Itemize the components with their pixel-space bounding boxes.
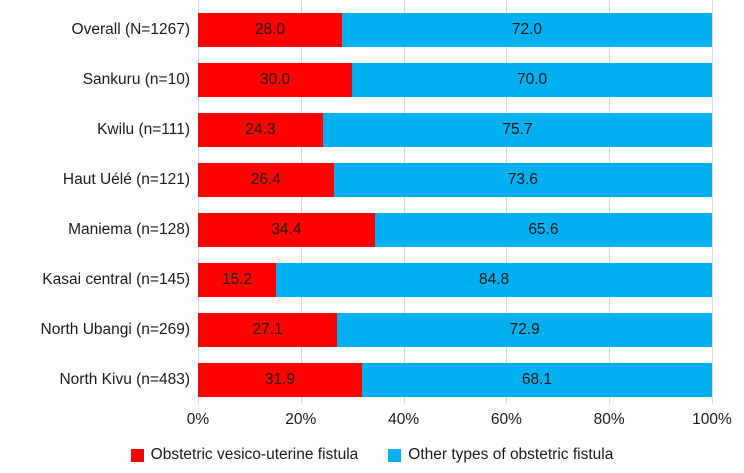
segment-vesico-uterine-fistula: 30.0 <box>198 63 353 97</box>
bar-value-label: 26.4 <box>250 171 281 188</box>
bar-track: 28.0 72.0 <box>198 13 712 47</box>
legend-item-vesico-uterine: Obstetric vesico-uterine fistula <box>130 446 359 464</box>
bar-track: 27.1 72.9 <box>198 313 712 347</box>
category-label: Kasai central (n=145) <box>42 271 190 288</box>
gridline <box>300 0 302 404</box>
gridlines <box>198 0 713 404</box>
segment-other-obstetric-fistula: 68.1 <box>361 363 712 397</box>
gridline <box>198 0 199 404</box>
category-label: Overall (N=1267) <box>71 21 190 38</box>
bar-rows: Overall (N=1267) 28.0 72.0 Sankuru (n=10) 30… <box>0 13 744 397</box>
gridline <box>609 0 611 404</box>
bar-row: Overall (N=1267) 28.0 72.0 <box>0 13 744 47</box>
gridline <box>403 0 405 404</box>
segment-vesico-uterine-fistula: 28.0 <box>198 13 342 47</box>
segment-vesico-uterine-fistula: 27.1 <box>198 313 338 347</box>
bar-row: Sankuru (n=10) 30.0 70.0 <box>0 63 744 97</box>
gridline <box>712 0 713 404</box>
bar-value-label: 15.2 <box>221 271 253 288</box>
category-label: Haut Uélé (n=121) <box>62 171 190 188</box>
segment-vesico-uterine-fistula: 26.4 <box>198 163 334 197</box>
legend: Obstetric vesico-uterine fistula Other t… <box>0 444 744 466</box>
segment-vesico-uterine-fistula: 34.4 <box>198 213 375 247</box>
legend-label-vesico-uterine: Obstetric vesico-uterine fistula <box>150 446 359 463</box>
bar-value-label: 70.0 <box>517 71 548 88</box>
segment-other-obstetric-fistula: 73.6 <box>333 163 712 197</box>
bar-value-label: 68.1 <box>521 371 553 388</box>
bar-row: Maniema (n=128) 34.4 65.6 <box>0 213 744 247</box>
category-label: Maniema (n=128) <box>68 221 190 238</box>
bar-value-label: 27.1 <box>252 321 283 338</box>
segment-other-obstetric-fistula: 72.0 <box>341 13 712 47</box>
bar-value-label: 28.0 <box>254 21 286 38</box>
segment-other-obstetric-fistula: 65.6 <box>374 213 712 247</box>
segment-vesico-uterine-fistula: 24.3 <box>198 113 323 147</box>
legend-label-other-types: Other types of obstetric fistula <box>408 446 614 463</box>
bar-value-label: 31.9 <box>264 371 296 388</box>
bar-value-label: 73.6 <box>507 171 538 188</box>
bar-track: 15.2 84.8 <box>198 263 712 297</box>
bar-row: North Kivu (n=483) 31.9 68.1 <box>0 363 744 397</box>
bar-row: Kwilu (n=111) 24.3 75.7 <box>0 113 744 147</box>
x-axis-tick-label: 0% <box>186 411 210 428</box>
x-axis-tick-label: 100% <box>692 411 732 428</box>
bar-track: 34.4 65.6 <box>198 213 712 247</box>
bar-value-label: 75.7 <box>502 121 533 138</box>
bar-value-label: 72.9 <box>509 321 540 338</box>
legend-swatch-red <box>130 448 144 462</box>
bar-track: 31.9 68.1 <box>198 363 712 397</box>
segment-vesico-uterine-fistula: 15.2 <box>198 263 277 297</box>
segment-other-obstetric-fistula: 70.0 <box>352 63 712 97</box>
bar-value-label: 24.3 <box>245 121 276 138</box>
x-axis-tick-label: 40% <box>388 411 420 428</box>
bar-row: Haut Uélé (n=121) 26.4 73.6 <box>0 163 744 197</box>
segment-vesico-uterine-fistula: 31.9 <box>198 363 362 397</box>
bar-track: 30.0 70.0 <box>198 63 712 97</box>
segment-other-obstetric-fistula: 84.8 <box>276 263 712 297</box>
bar-row: North Ubangi (n=269) 27.1 72.9 <box>0 313 744 347</box>
bar-value-label: 30.0 <box>260 71 291 88</box>
gridline <box>506 0 508 404</box>
category-label: Kwilu (n=111) <box>97 121 190 138</box>
bar-row: Kasai central (n=145) 15.2 84.8 <box>0 263 744 297</box>
segment-other-obstetric-fistula: 72.9 <box>337 313 712 347</box>
x-axis-tick-label: 20% <box>285 411 317 428</box>
x-axis: 0% 20% 40% 60% 80% 100% <box>187 411 732 431</box>
legend-swatch-blue <box>388 448 402 462</box>
legend-item-other-types: Other types of obstetric fistula <box>388 446 613 464</box>
bar-track: 26.4 73.6 <box>198 163 712 197</box>
x-axis-tick-label: 60% <box>490 411 522 428</box>
category-label: Sankuru (n=10) <box>82 71 190 88</box>
bar-value-label: 34.4 <box>271 221 302 238</box>
bar-value-label: 84.8 <box>478 271 510 288</box>
category-label: North Ubangi (n=269) <box>40 321 191 338</box>
segment-other-obstetric-fistula: 75.7 <box>322 113 712 147</box>
bar-value-label: 65.6 <box>528 221 559 238</box>
category-label: North Kivu (n=483) <box>59 371 190 388</box>
bar-value-label: 72.0 <box>511 21 543 38</box>
bar-track: 24.3 75.7 <box>198 113 712 147</box>
x-axis-tick-label: 80% <box>593 411 625 428</box>
